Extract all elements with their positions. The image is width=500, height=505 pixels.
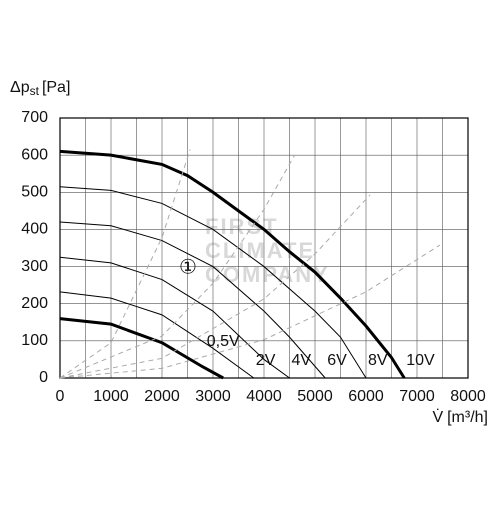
plot-frame (59, 117, 469, 379)
curve-label: 6V (327, 352, 347, 369)
x-tick-label: 3000 (195, 388, 231, 405)
y-label-main: Δp (10, 79, 30, 96)
curve (59, 149, 406, 379)
x-label-main: V̇ (432, 408, 443, 426)
x-tick-label: 5000 (297, 388, 333, 405)
x-tick-label: 1000 (93, 388, 129, 405)
y-tick-label: 300 (21, 258, 48, 275)
y-tick-label: 200 (21, 295, 48, 312)
watermark: CLIMATE (205, 238, 315, 263)
y-label-sub: st (30, 84, 40, 98)
curve-label: 0,5V (207, 333, 240, 350)
curve (59, 149, 191, 379)
curve (59, 256, 290, 379)
curve (59, 194, 371, 379)
watermark: FIRST (205, 214, 279, 239)
curve (59, 244, 441, 379)
x-axis-label: V̇ [m³/h] (432, 408, 488, 426)
y-tick-label: 700 (21, 109, 48, 126)
curve-label: 8V (368, 352, 388, 369)
y-tick-label: 400 (21, 221, 48, 238)
curve-label: 10V (406, 352, 435, 369)
x-label-unit: [m³/h] (447, 409, 488, 426)
x-tick-label: 7000 (399, 388, 435, 405)
curve (59, 291, 255, 379)
curve-label: 4V (292, 352, 312, 369)
y-tick-label: 100 (21, 332, 48, 349)
y-axis-label: Δpst [Pa] (10, 79, 70, 98)
curve (59, 221, 326, 379)
y-label-unit: [Pa] (42, 79, 70, 96)
y-tick-label: 600 (21, 146, 48, 163)
curve (59, 186, 367, 379)
watermark: COMPANY (205, 262, 330, 287)
y-tick-label: 500 (21, 184, 48, 201)
y-tick-label: 0 (39, 369, 48, 386)
x-tick-label: 0 (56, 388, 65, 405)
curve (59, 154, 296, 379)
x-tick-label: 6000 (348, 388, 384, 405)
x-tick-label: 4000 (246, 388, 282, 405)
x-tick-label: 8000 (450, 388, 486, 405)
curve (59, 317, 224, 380)
annotation: ① (179, 256, 197, 278)
x-tick-label: 2000 (144, 388, 180, 405)
